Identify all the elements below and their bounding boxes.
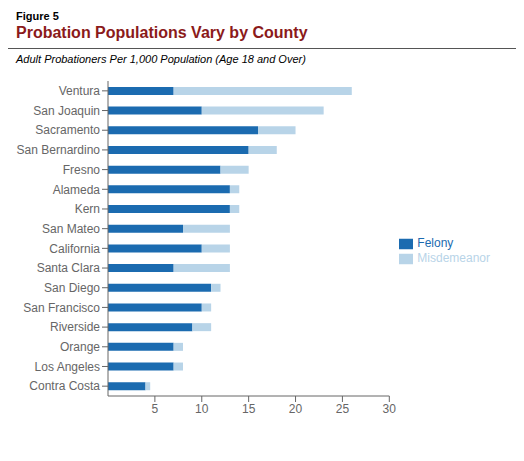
svg-text:Santa Clara: Santa Clara (37, 261, 101, 275)
html-text:Misdemeanor: Misdemeanor (417, 251, 490, 265)
svg-text:Ventura: Ventura (59, 84, 101, 98)
svg-text:30: 30 (383, 402, 397, 416)
svg-text:Fresno: Fresno (63, 163, 101, 177)
svg-text:5: 5 (152, 402, 159, 416)
html-text:Figure 5: Figure 5 (16, 10, 59, 22)
html-text:Adult Probationers Per 1,000 P: Adult Probationers Per 1,000 Population … (16, 53, 306, 65)
svg-text:20: 20 (289, 402, 303, 416)
svg-text:San Diego: San Diego (44, 281, 100, 295)
svg-text:25: 25 (336, 402, 350, 416)
svg-text:10: 10 (195, 402, 209, 416)
svg-text:California: California (49, 242, 100, 256)
html-text:Probation Populations Vary by: Probation Populations Vary by County (16, 24, 308, 41)
svg-text:San Francisco: San Francisco (23, 301, 100, 315)
svg-text:Orange: Orange (60, 340, 100, 354)
html-text:Felony: Felony (417, 236, 454, 251)
svg-text:Alameda: Alameda (53, 183, 101, 197)
svg-text:San Mateo: San Mateo (42, 222, 100, 236)
svg-text:Riverside: Riverside (50, 320, 100, 334)
svg-text:Los Angeles: Los Angeles (35, 360, 100, 374)
svg-text:Contra Costa: Contra Costa (29, 379, 100, 393)
svg-text:Sacramento: Sacramento (35, 123, 100, 137)
svg-text:Kern: Kern (75, 202, 100, 216)
svg-text:San Joaquin: San Joaquin (33, 104, 100, 118)
svg-text:San Bernardino: San Bernardino (17, 143, 101, 157)
svg-text:15: 15 (242, 402, 256, 416)
